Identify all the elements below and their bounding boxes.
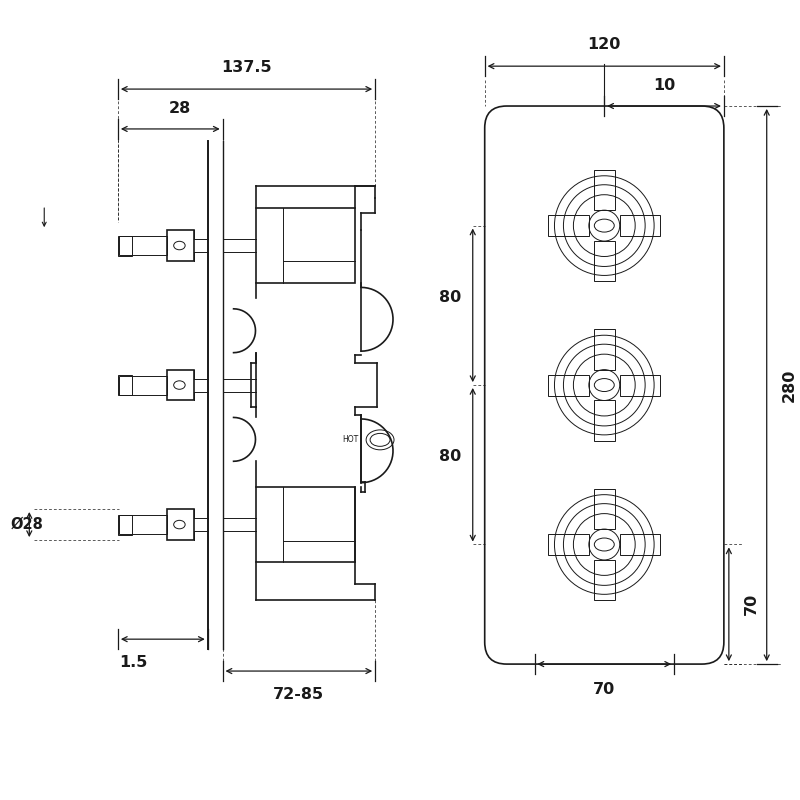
Bar [167,230,194,261]
Text: 80: 80 [438,450,461,464]
Text: 10: 10 [653,78,675,93]
Text: 80: 80 [438,290,461,305]
Bar [255,208,355,283]
Bar [167,509,194,540]
Text: 280: 280 [782,368,797,402]
Bar [594,170,614,210]
Text: 120: 120 [588,38,621,52]
Bar [594,330,614,370]
Bar [118,375,132,395]
Bar [594,489,614,529]
Bar [119,375,167,394]
Text: 72-85: 72-85 [274,687,325,702]
Text: 1.5: 1.5 [118,655,147,670]
Bar [119,515,167,534]
Bar [549,534,589,555]
Bar [549,215,589,236]
Text: Ø28: Ø28 [11,517,44,532]
Bar [167,370,194,401]
Bar [255,486,355,562]
Text: 137.5: 137.5 [222,60,272,75]
Bar [594,241,614,282]
Text: 28: 28 [169,101,191,116]
Bar [118,514,132,534]
Text: HOT: HOT [342,435,358,444]
Text: 70: 70 [744,593,759,615]
Bar [620,534,660,555]
Bar [118,235,132,255]
Text: 70: 70 [593,682,615,697]
Bar [594,560,614,600]
Bar [594,401,614,441]
Bar [119,236,167,255]
Bar [549,374,589,395]
Bar [620,215,660,236]
Bar [620,374,660,395]
